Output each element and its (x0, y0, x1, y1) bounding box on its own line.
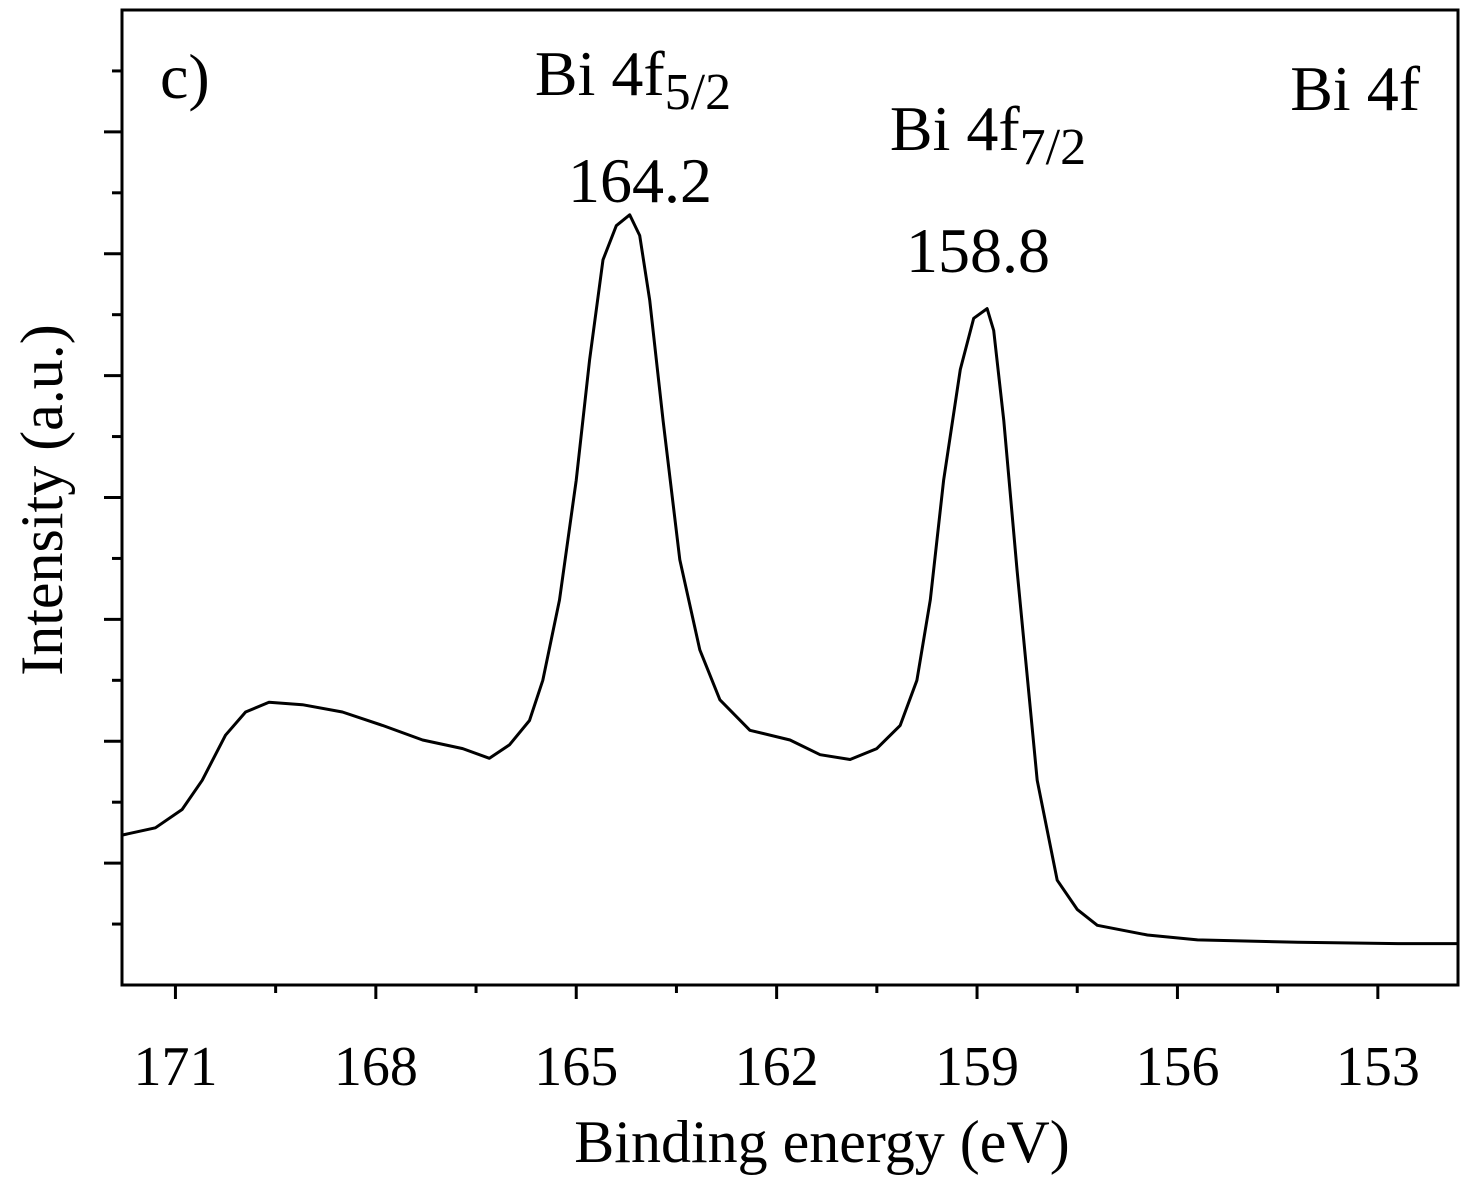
y-axis-label: Intensity (a.u.) (9, 324, 75, 676)
annotation-text: Bi 4f (1290, 53, 1420, 124)
annotation: c) (160, 41, 210, 112)
annotation: Bi 4f (1290, 53, 1420, 124)
annotation: Bi 4f5/2 (535, 38, 731, 121)
annotation-text: 158.8 (906, 215, 1050, 286)
annotation-subscript: 7/2 (1020, 119, 1086, 176)
annotation-text: Bi 4f (535, 38, 665, 109)
x-tick-label: 159 (935, 1036, 1019, 1098)
annotation-text: Bi 4f (890, 93, 1020, 164)
annotation: Bi 4f7/2 (890, 93, 1086, 176)
x-tick-label: 165 (534, 1036, 618, 1098)
x-tick-label: 153 (1336, 1036, 1420, 1098)
annotation-text: 164.2 (568, 145, 712, 216)
plot-frame (120, 8, 1460, 987)
x-tick-label: 162 (735, 1036, 819, 1098)
x-tick-label: 156 (1135, 1036, 1219, 1098)
annotation: 158.8 (906, 215, 1050, 286)
spectrum-line (121, 213, 1458, 946)
annotation: 164.2 (568, 145, 712, 216)
x-tick-label: 171 (133, 1036, 217, 1098)
x-axis-label: Binding energy (eV) (574, 1109, 1069, 1175)
x-tick-label: 168 (334, 1036, 418, 1098)
annotation-subscript: 5/2 (665, 64, 731, 121)
annotation-text: c) (160, 41, 210, 112)
